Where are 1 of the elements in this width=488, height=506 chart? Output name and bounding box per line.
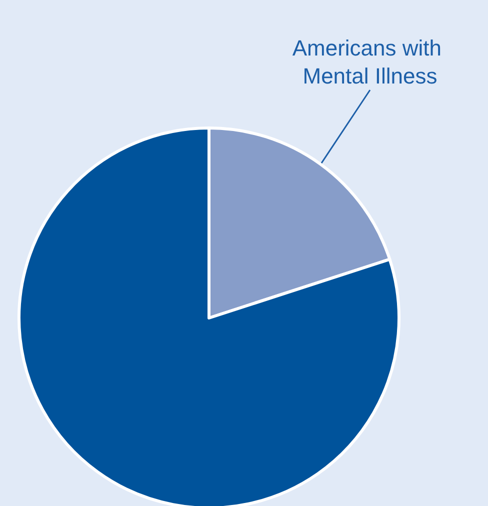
slice-label: Americans with Mental Illness (292, 36, 448, 88)
